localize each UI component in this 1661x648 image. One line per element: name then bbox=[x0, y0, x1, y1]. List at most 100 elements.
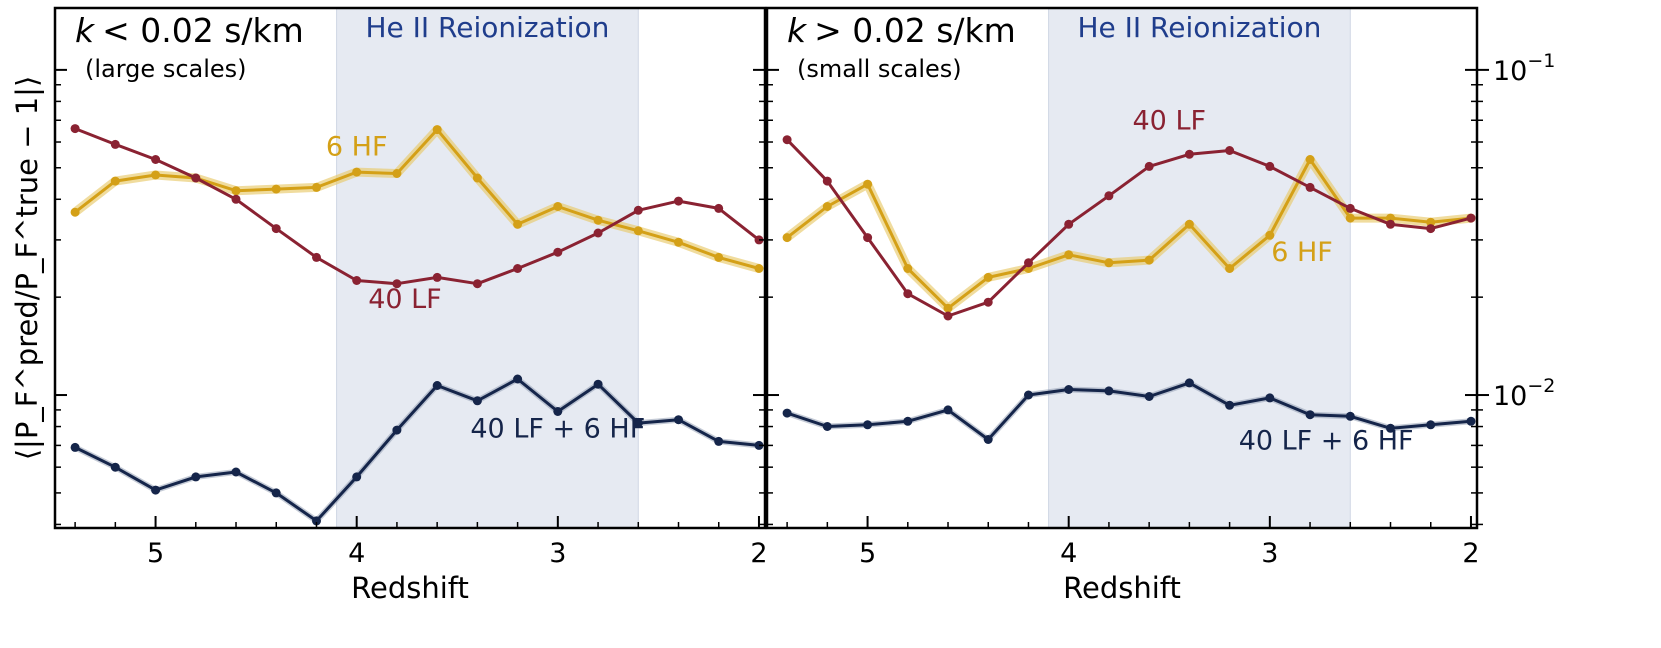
data-point bbox=[1426, 217, 1436, 227]
series-label: 6 HF bbox=[1271, 237, 1333, 268]
axes-frame bbox=[53, 6, 767, 530]
data-point bbox=[1104, 191, 1114, 201]
data-point bbox=[782, 233, 792, 243]
data-point bbox=[1305, 410, 1315, 420]
data-point bbox=[674, 415, 683, 425]
series-line-hf bbox=[786, 158, 1472, 310]
data-point bbox=[782, 408, 792, 418]
data-point bbox=[754, 264, 764, 273]
data-point bbox=[312, 516, 321, 526]
data-point bbox=[1024, 390, 1033, 400]
data-point bbox=[271, 224, 281, 234]
data-point bbox=[352, 472, 362, 482]
data-point bbox=[822, 422, 832, 431]
data-point bbox=[151, 170, 161, 180]
data-point bbox=[312, 182, 321, 192]
data-point bbox=[231, 467, 241, 477]
data-point bbox=[231, 194, 241, 204]
data-point bbox=[553, 247, 563, 257]
data-point bbox=[432, 272, 442, 282]
panel-title-variable: k bbox=[787, 11, 808, 50]
x-tick-label: 4 bbox=[348, 538, 365, 569]
data-point bbox=[863, 420, 873, 430]
data-point bbox=[1104, 386, 1114, 396]
data-point bbox=[513, 264, 523, 273]
x-axis-label: Redshift bbox=[1063, 571, 1181, 605]
x-tick-label: 5 bbox=[859, 538, 876, 569]
data-point bbox=[822, 202, 832, 211]
y-tick-label: 10−2 bbox=[1493, 375, 1555, 412]
data-point bbox=[1426, 224, 1436, 234]
data-point bbox=[863, 179, 873, 189]
data-point bbox=[472, 279, 482, 289]
data-point bbox=[1466, 416, 1476, 426]
data-point bbox=[1265, 393, 1275, 403]
data-point bbox=[983, 297, 993, 307]
data-point bbox=[151, 485, 161, 495]
data-point bbox=[392, 279, 402, 289]
data-point bbox=[1345, 411, 1355, 421]
data-point bbox=[782, 135, 792, 145]
data-point bbox=[553, 202, 563, 211]
data-point bbox=[352, 276, 362, 285]
data-point bbox=[593, 215, 603, 225]
data-point bbox=[70, 124, 80, 134]
series-label: 6 HF bbox=[326, 132, 388, 163]
panel-large-scales: He II Reionization 6 HF 40 LF 40 LF + 6 HF 5… bbox=[53, 6, 768, 605]
data-point bbox=[593, 228, 603, 238]
data-point bbox=[472, 173, 482, 183]
panel-subtitle: (small scales) bbox=[797, 55, 962, 83]
data-point bbox=[271, 184, 281, 194]
data-point bbox=[392, 169, 402, 178]
data-point bbox=[1305, 182, 1315, 192]
data-point bbox=[352, 167, 362, 177]
series-label: 40 LF bbox=[1133, 106, 1207, 137]
data-point bbox=[1386, 423, 1395, 433]
band-label: He II Reionization bbox=[1077, 11, 1321, 44]
panel-small-scales: He II Reionization 40 LF 6 HF 40 LF + 6 HF 5… bbox=[765, 6, 1480, 605]
data-point bbox=[1386, 213, 1395, 223]
x-tick-label: 2 bbox=[1462, 538, 1479, 569]
data-point bbox=[903, 416, 913, 426]
data-point bbox=[1305, 155, 1315, 164]
data-point bbox=[110, 176, 120, 186]
data-point bbox=[1184, 149, 1194, 159]
data-point bbox=[714, 252, 724, 262]
panel-title-condition: > 0.02 s/km bbox=[814, 11, 1016, 50]
x-tick-label: 3 bbox=[549, 538, 566, 569]
data-point bbox=[472, 396, 482, 406]
data-point bbox=[1104, 258, 1114, 268]
data-point bbox=[392, 425, 402, 435]
series-lf bbox=[70, 124, 764, 289]
series-label: 40 LF + 6 HF bbox=[470, 414, 645, 445]
data-point bbox=[1265, 161, 1275, 171]
y-tick-base: 10 bbox=[1493, 381, 1527, 412]
y-tick-exponent: −2 bbox=[1527, 375, 1555, 397]
data-point bbox=[1386, 219, 1395, 229]
data-point bbox=[1345, 203, 1355, 213]
data-point bbox=[312, 252, 321, 262]
panel-title: k < 0.02 s/km bbox=[75, 11, 304, 50]
data-point bbox=[1466, 213, 1476, 223]
data-point bbox=[231, 186, 241, 196]
series-lf bbox=[782, 135, 1476, 321]
data-point bbox=[674, 237, 683, 247]
data-point bbox=[633, 205, 643, 215]
x-tick-label: 2 bbox=[750, 538, 767, 569]
series-line-hf bbox=[74, 128, 760, 270]
data-point bbox=[191, 173, 201, 183]
series-line-lf bbox=[786, 138, 1472, 318]
data-point bbox=[432, 381, 442, 390]
data-point bbox=[1225, 264, 1235, 273]
data-point bbox=[674, 196, 683, 206]
data-point bbox=[863, 233, 873, 243]
data-point bbox=[903, 264, 913, 273]
data-point bbox=[1024, 258, 1033, 268]
data-point bbox=[110, 462, 120, 472]
data-point bbox=[633, 226, 643, 236]
data-point bbox=[593, 379, 603, 389]
data-point bbox=[271, 488, 281, 498]
x-tick-label: 5 bbox=[147, 538, 164, 569]
data-point bbox=[633, 418, 643, 428]
y-tick-label: 10−1 bbox=[1493, 50, 1555, 87]
